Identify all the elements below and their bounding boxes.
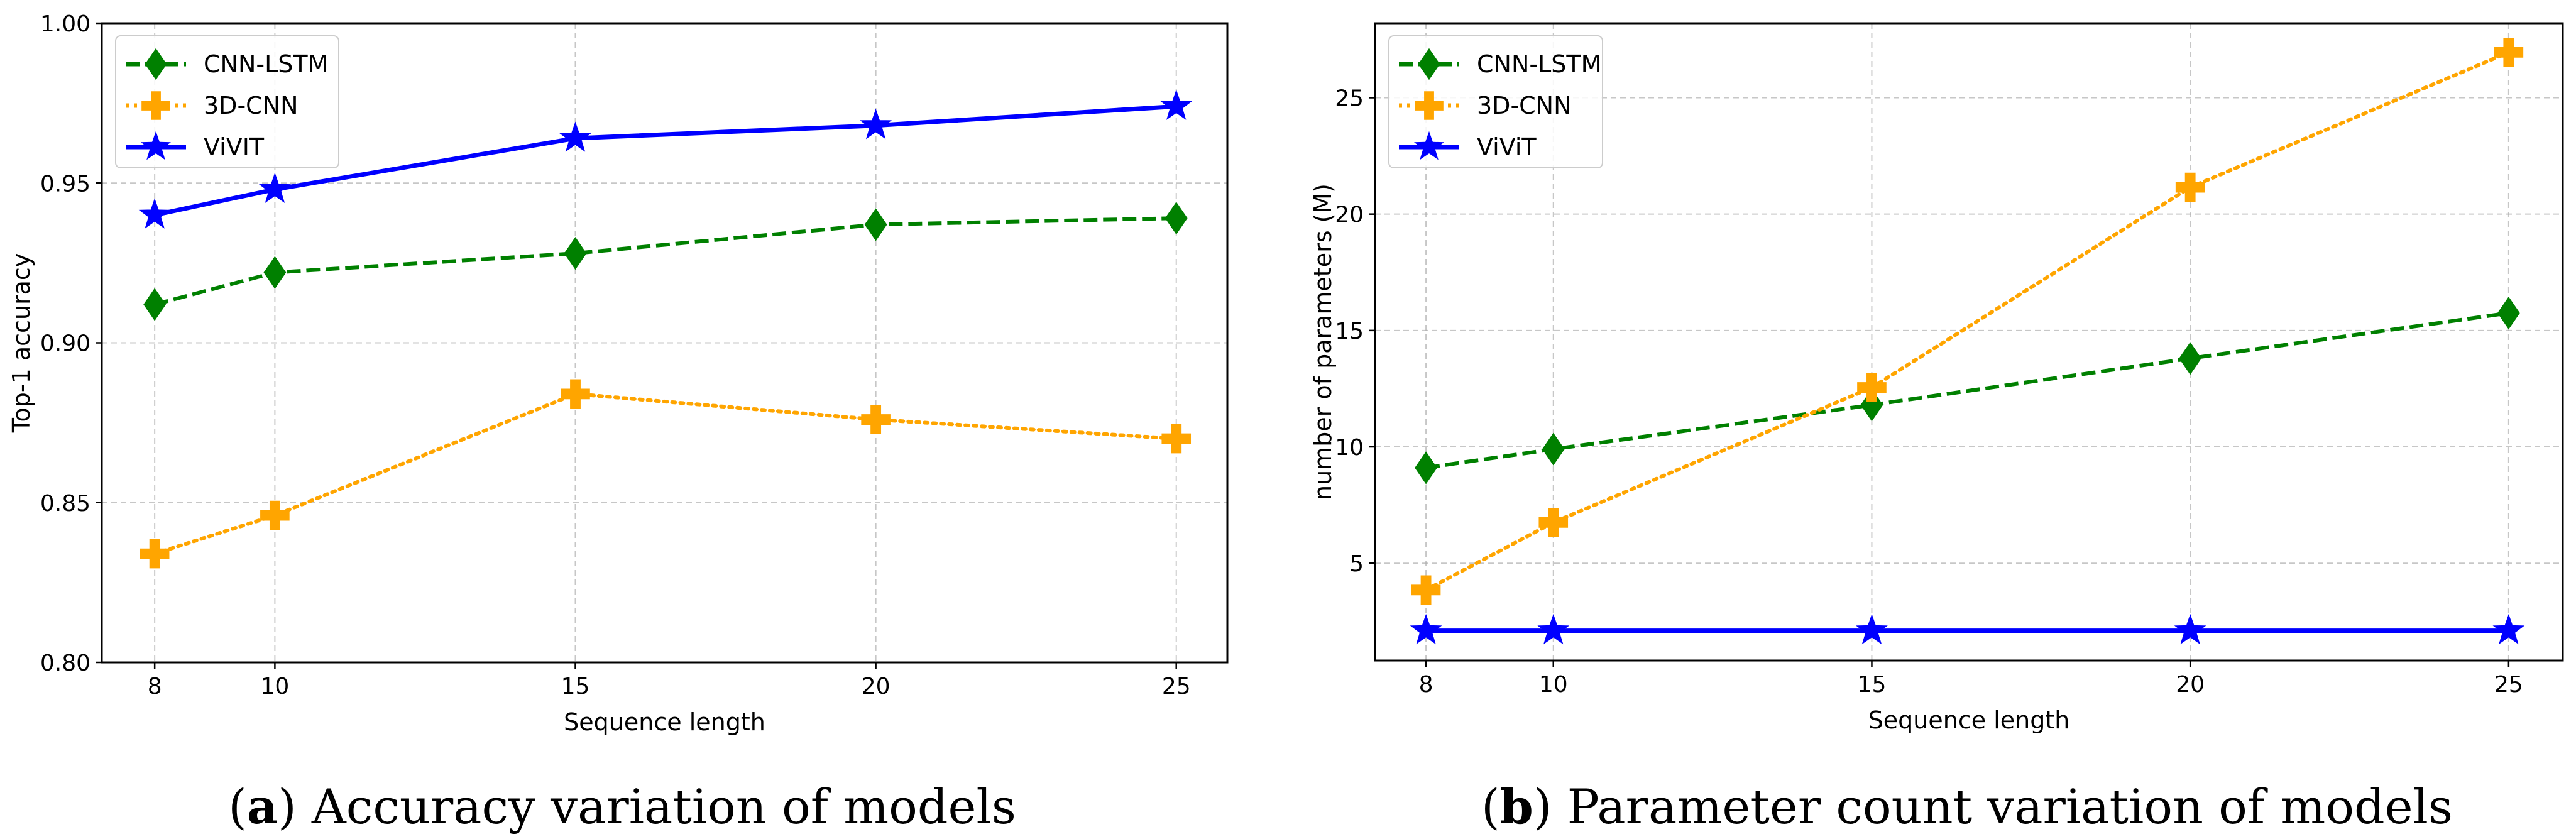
legend-marker-plus — [141, 91, 170, 120]
data-point-star — [860, 108, 892, 140]
chart-a: 8 10 15 20 25 0.80 0.85 0.90 0.95 1.00 Sequence le… — [8, 11, 1229, 835]
legend-label: 3D-CNN — [204, 92, 299, 119]
data-point-star — [258, 172, 291, 204]
y-tick-label: 10 — [1335, 435, 1364, 461]
y-tick-label: 20 — [1335, 202, 1364, 228]
legend-label: CNN-LSTM — [1477, 50, 1601, 78]
caption-text: Parameter count variation of models — [1552, 779, 2453, 835]
y-axis-label: Top-1 accuracy — [8, 253, 35, 434]
axes-frame — [1374, 22, 2564, 662]
data-point-star — [1537, 613, 1570, 645]
chart-b: 8 10 15 20 25 5 10 15 20 25 Sequence length number … — [1309, 22, 2564, 835]
x-tick-label: 10 — [260, 674, 289, 699]
series-cnn-lstm — [1415, 296, 2520, 485]
x-tick-label: 20 — [862, 674, 891, 699]
data-point-plus — [1538, 508, 1569, 537]
data-point-star — [1856, 613, 1888, 645]
legend-label: 3D-CNN — [1477, 92, 1572, 119]
series-line — [154, 216, 1176, 307]
x-tick-label: 15 — [1858, 672, 1887, 698]
data-point-star — [138, 198, 171, 229]
legend-marker-star — [141, 131, 171, 160]
legend-marker-star — [1414, 131, 1444, 160]
x-axis-label: Sequence length — [564, 708, 765, 736]
x-tick-label: 8 — [148, 674, 162, 699]
caption-close: ) — [1533, 779, 1552, 835]
data-point-diamond — [1542, 432, 1565, 466]
legend-label: CNN-LSTM — [204, 50, 328, 78]
y-tick-label: 0.85 — [40, 491, 90, 517]
data-point-plus — [1161, 424, 1192, 454]
data-point-plus — [861, 405, 891, 434]
caption-open: ( — [1481, 779, 1500, 835]
data-point-diamond — [1165, 202, 1188, 235]
series-vivit — [1410, 613, 2525, 645]
data-point-plus — [1857, 373, 1887, 402]
data-point-plus — [1411, 575, 1441, 605]
x-tick-label: 15 — [561, 674, 590, 699]
y-tick-label: 0.95 — [40, 171, 90, 197]
data-point-star — [1160, 89, 1193, 120]
x-tick-label: 10 — [1539, 672, 1568, 698]
data-point-diamond — [143, 288, 167, 321]
series-vivit — [138, 89, 1193, 229]
caption-open: ( — [228, 779, 247, 835]
data-point-diamond — [2497, 296, 2520, 330]
y-tick-label: 15 — [1335, 319, 1364, 344]
y-tick-label: 0.80 — [40, 650, 90, 676]
data-point-star — [2492, 613, 2525, 645]
y-tick-label: 25 — [1335, 86, 1364, 112]
data-point-diamond — [263, 256, 287, 289]
axes-frame — [101, 22, 1229, 664]
subfigure-caption: (a) Accuracy variation of models — [228, 779, 1016, 835]
data-point-diamond — [1415, 451, 1437, 485]
series-line — [1425, 311, 2509, 470]
x-tick-label: 25 — [1162, 674, 1191, 699]
data-point-diamond — [1860, 388, 1883, 422]
x-tick-label: 20 — [2176, 672, 2205, 698]
data-point-plus — [260, 500, 290, 530]
data-point-plus — [140, 539, 170, 569]
y-tick-label: 1.00 — [40, 11, 90, 37]
legend-marker-diamond — [145, 48, 167, 80]
x-tick-label: 8 — [1419, 672, 1433, 698]
legend-box — [1388, 35, 1603, 168]
caption-letter: a — [247, 779, 278, 835]
legend-box — [115, 35, 339, 168]
data-point-star — [1410, 613, 1442, 645]
data-point-diamond — [564, 237, 587, 270]
series-3d-cnn — [140, 379, 1192, 569]
y-tick-label: 5 — [1349, 551, 1364, 577]
legend-label: ViVIT — [204, 133, 265, 161]
data-point-diamond — [2179, 342, 2202, 375]
legend-marker-plus — [1415, 91, 1444, 120]
series-cnn-lstm — [143, 202, 1188, 321]
subfigure-caption: (b) Parameter count variation of models — [1481, 779, 2453, 835]
x-axis-label: Sequence length — [1868, 706, 2070, 734]
caption-letter: b — [1500, 779, 1533, 835]
x-tick-label: 25 — [2494, 672, 2523, 698]
data-point-diamond — [864, 208, 887, 241]
legend: CNN-LSTM 3D-CNN ViVIT — [115, 35, 339, 168]
data-point-star — [2174, 613, 2206, 645]
y-axis-label: number of parameters (M) — [1309, 184, 1337, 500]
series-3d-cnn — [1411, 37, 2524, 605]
data-point-plus — [2175, 172, 2205, 202]
data-point-plus — [561, 379, 590, 409]
y-tick-label: 0.90 — [40, 331, 90, 357]
data-point-plus — [2494, 37, 2524, 67]
caption-close: ) — [278, 779, 297, 835]
legend-marker-diamond — [1418, 48, 1440, 80]
series-line — [153, 392, 1178, 556]
legend: CNN-LSTM 3D-CNN ViViT — [1388, 35, 1603, 168]
data-point-star — [559, 121, 591, 152]
legend-label: ViViT — [1477, 133, 1537, 161]
caption-text: Accuracy variation of models — [297, 779, 1016, 835]
